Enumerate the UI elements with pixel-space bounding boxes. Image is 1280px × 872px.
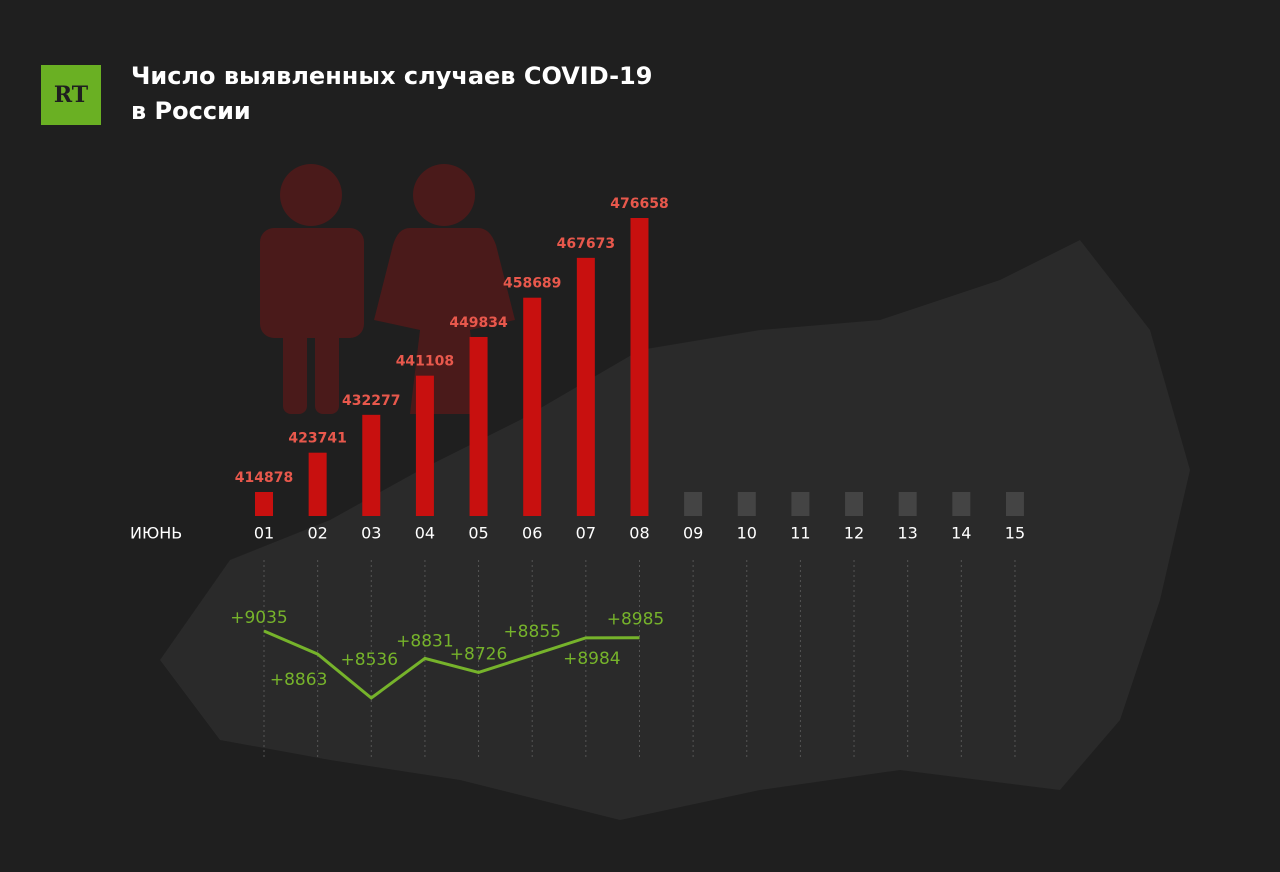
- data-label: 467673: [557, 236, 615, 252]
- x-axis-label: ИЮНЬ: [130, 524, 182, 543]
- x-tick-label: 09: [683, 524, 703, 543]
- chart-title: Число выявленных случаев COVID-19: [131, 62, 652, 90]
- data-label: 476658: [610, 196, 668, 212]
- data-label: 423741: [288, 431, 346, 447]
- data-label: 432277: [342, 393, 400, 409]
- data-label: 414878: [235, 470, 293, 486]
- increase-label: +8831: [396, 631, 454, 651]
- people-figures: [260, 164, 515, 414]
- placeholder: [898, 492, 917, 516]
- increase-label: +9035: [230, 608, 288, 628]
- increase-label: +8855: [503, 622, 561, 642]
- placeholder: [737, 492, 756, 516]
- x-tick-label: 12: [844, 524, 864, 543]
- placeholder: [952, 492, 971, 516]
- logo-box: [41, 65, 101, 125]
- bar: [469, 336, 488, 516]
- data-label: 441108: [396, 354, 454, 370]
- bar: [630, 218, 649, 516]
- x-tick-label: 06: [522, 524, 542, 543]
- increase-label: +8863: [270, 670, 328, 690]
- bar: [255, 492, 273, 516]
- increase-label: +8536: [341, 650, 399, 670]
- placeholder: [1005, 492, 1024, 516]
- x-tick-label: 11: [790, 524, 810, 543]
- x-tick-label: 01: [254, 524, 274, 543]
- logo-text: RT: [54, 82, 89, 108]
- x-tick-label: 08: [629, 524, 649, 543]
- x-tick-label: 10: [737, 524, 757, 543]
- x-tick-label: 14: [951, 524, 971, 543]
- bar: [576, 257, 595, 516]
- bar: [362, 414, 381, 516]
- x-tick-label: 02: [307, 524, 327, 543]
- placeholder: [845, 492, 864, 516]
- x-tick-label: 13: [898, 524, 918, 543]
- increase-line: [263, 629, 640, 700]
- x-tick-label: 15: [1005, 524, 1025, 543]
- x-tick-label: 05: [468, 524, 488, 543]
- map-silhouette: [160, 240, 1190, 820]
- bar: [415, 375, 434, 516]
- increase-label: +8726: [450, 644, 508, 664]
- chart-title: в России: [131, 97, 251, 125]
- data-label: 458689: [503, 276, 561, 292]
- x-tick-label: 07: [576, 524, 596, 543]
- bar: [308, 452, 327, 516]
- bar: [523, 297, 542, 516]
- placeholder: [684, 492, 703, 516]
- placeholder: [791, 492, 810, 516]
- increase-label: +8984: [563, 649, 621, 669]
- x-tick-label: 04: [415, 524, 435, 543]
- increase-label: +8985: [607, 610, 665, 630]
- x-tick-label: 03: [361, 524, 381, 543]
- data-label: 449834: [449, 315, 508, 331]
